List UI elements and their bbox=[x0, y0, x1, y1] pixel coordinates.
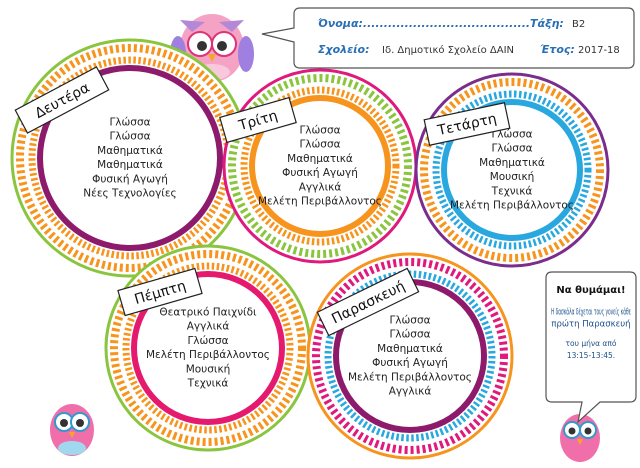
school-value: Ιδ. Δημοτικό Σχολείο ΔΑΙΝ bbox=[382, 44, 514, 56]
subject: Μαθηματικά bbox=[287, 153, 353, 165]
header-bubble bbox=[261, 7, 635, 69]
subject: Γλώσσα bbox=[299, 139, 340, 151]
subject: Νέες Τεχνολογίες bbox=[83, 188, 176, 200]
subject: Μουσική bbox=[490, 171, 535, 183]
subject: Γλώσσα bbox=[109, 117, 150, 129]
ring-inner-dashed bbox=[432, 90, 592, 250]
note-line: πρώτη Παρασκευή bbox=[551, 319, 630, 330]
subject: Αγγλικά bbox=[389, 386, 432, 398]
class-value: Β2 bbox=[572, 19, 585, 30]
subject: Φυσική Αγωγή bbox=[372, 357, 448, 369]
day-circle: Γλώσσα Γλώσσα Μαθηματικά Μαθηματικά Φυσική Α… bbox=[10, 38, 250, 278]
day-circle: Θεατρικό Παιχνίδι Αγγλικά Γλώσσα Μελέτη Περ… bbox=[104, 244, 312, 452]
subject: Μελέτη Περιβάλλοντος bbox=[146, 349, 270, 361]
note-line: 13:15-13:45. bbox=[567, 351, 615, 360]
subject: Μαθηματικά bbox=[377, 343, 443, 355]
subject: Μελέτη Περιβάλλοντος bbox=[258, 196, 382, 208]
subject: Γλώσσα bbox=[491, 129, 532, 141]
subject: Γλώσσα bbox=[491, 143, 532, 155]
day-circle: Γλώσσα Γλώσσα Μαθηματικά Φυσική Αγωγή Αγγλικ… bbox=[222, 68, 418, 264]
subject: Μελέτη Περιβάλλοντος bbox=[348, 371, 472, 383]
subject: Τεχνικά bbox=[187, 378, 229, 390]
subject: Μελέτη Περιβάλλοντος bbox=[450, 200, 574, 212]
subject: Γλώσσα bbox=[389, 315, 430, 327]
ring-inner-dashed bbox=[122, 262, 294, 434]
subject: Αγγλικά bbox=[187, 321, 230, 333]
ring-inner bbox=[249, 95, 391, 237]
ring-inner-dashed bbox=[240, 86, 400, 246]
tab-box bbox=[316, 267, 420, 337]
subject: Φυσική Αγωγή bbox=[282, 167, 358, 179]
note-bubble bbox=[545, 271, 637, 424]
subject: Θεατρικό Παιχνίδι bbox=[159, 307, 257, 319]
subject: Γλώσσα bbox=[389, 329, 430, 341]
year-value: 2017-18 bbox=[578, 45, 620, 56]
tab-box bbox=[423, 102, 511, 146]
ring-dashed bbox=[420, 78, 604, 262]
subject: Τεχνικά bbox=[491, 185, 533, 197]
owl-bottom-right bbox=[560, 414, 600, 462]
subject: Γλώσσα bbox=[109, 131, 150, 143]
day-circle: Γλώσσα Γλώσσα Μαθηματικά Μουσική Τεχνικά Μελέ… bbox=[414, 72, 610, 268]
ring-inner bbox=[37, 65, 223, 251]
subject: Αγγλικά bbox=[299, 181, 342, 193]
subject: Μαθηματικά bbox=[479, 157, 545, 169]
ring-dashed bbox=[110, 250, 306, 446]
subject: Μαθηματικά bbox=[97, 159, 163, 171]
owl-bottom-left bbox=[50, 404, 94, 456]
tab-box bbox=[14, 66, 110, 134]
day-tab: Τρίτη bbox=[219, 96, 297, 144]
subject: Μαθηματικά bbox=[97, 145, 163, 157]
note-title: Να θυμάμαι! bbox=[556, 284, 625, 296]
note-line: Η δασκάλα δέχεται τους γονείς κάθε bbox=[551, 307, 631, 318]
name-label: Όνομα:..................................… bbox=[318, 17, 564, 30]
ring-dashed bbox=[228, 74, 412, 258]
note-line: του μήνα από bbox=[566, 339, 617, 348]
ring-inner bbox=[131, 271, 285, 425]
ring-inner bbox=[441, 99, 583, 241]
subject: Φυσική Αγωγή bbox=[92, 173, 168, 185]
subject: Γλώσσα bbox=[299, 125, 340, 137]
school-label: Σχολείο: bbox=[318, 43, 370, 56]
tab-box bbox=[117, 267, 203, 317]
year-label: Έτος: bbox=[540, 43, 575, 56]
subject: Μουσική bbox=[186, 363, 231, 375]
tab-box bbox=[219, 96, 297, 144]
ring-dashed bbox=[312, 258, 508, 454]
subject: Γλώσσα bbox=[187, 335, 228, 347]
